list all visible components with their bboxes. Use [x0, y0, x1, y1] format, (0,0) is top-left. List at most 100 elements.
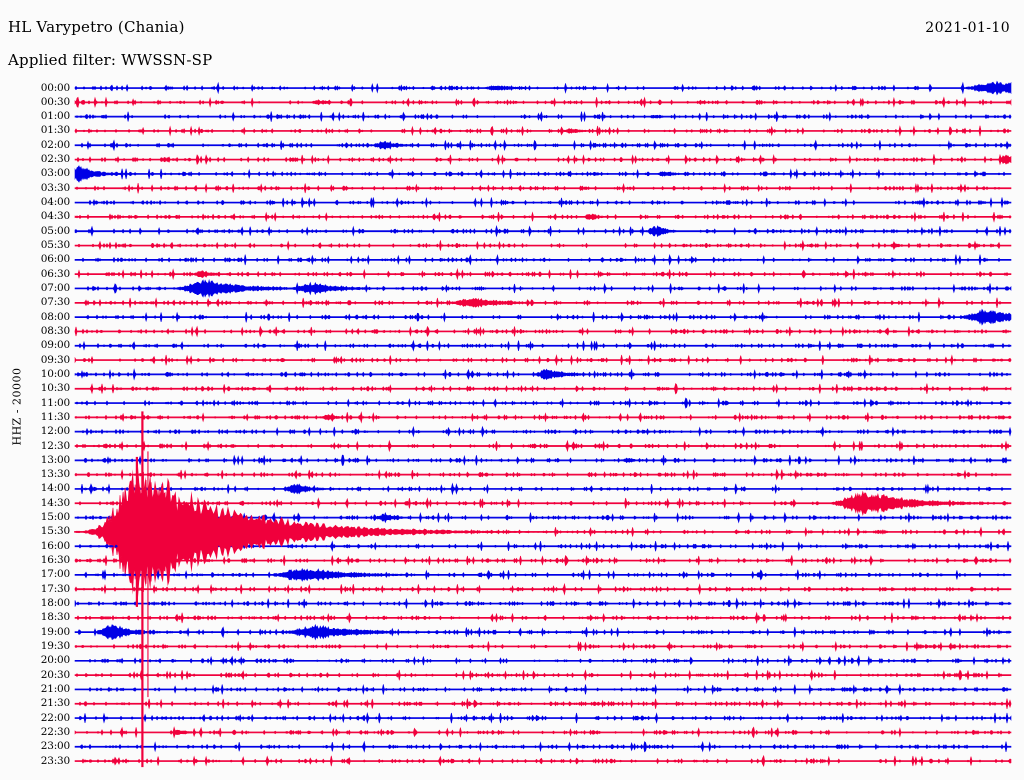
- time-axis-label: 03:30: [40, 181, 70, 194]
- trace-row: [74, 740, 1012, 753]
- time-axis-label: 00:30: [40, 95, 70, 108]
- trace-row: [74, 253, 1012, 266]
- trace-row: [74, 325, 1012, 338]
- time-axis-label: 23:30: [40, 754, 70, 767]
- page-title: HL Varypetro (Chania): [8, 18, 185, 36]
- trace-row: [74, 383, 1012, 395]
- time-axis-label: 13:00: [40, 453, 70, 466]
- trace-row: [74, 754, 1012, 768]
- time-axis-label: 17:00: [40, 568, 70, 581]
- time-axis-label: 09:00: [40, 339, 70, 352]
- trace-row: [74, 268, 1012, 281]
- time-axis-label: 22:30: [40, 725, 70, 738]
- trace-row: [74, 611, 1012, 625]
- trace-row: [74, 654, 1012, 667]
- trace-row: [74, 239, 1012, 252]
- time-axis-label: 21:30: [40, 697, 70, 710]
- trace-row: [74, 339, 1012, 352]
- trace-row: [74, 540, 1012, 553]
- trace-row: [74, 623, 1012, 641]
- time-axis-label: 13:30: [40, 468, 70, 481]
- trace-row: [74, 139, 1012, 152]
- time-axis-label: 22:00: [40, 711, 70, 724]
- time-axis-label: 08:30: [40, 324, 70, 337]
- time-axis-label: 05:00: [40, 224, 70, 237]
- record-date: 2021-01-10: [925, 20, 1010, 36]
- trace-row: [74, 182, 1012, 194]
- trace-row: [74, 397, 1012, 409]
- trace-row: [74, 597, 1012, 610]
- clip-column-streak: [141, 411, 144, 768]
- time-axis-label: 14:00: [40, 482, 70, 495]
- time-axis-label: 03:00: [40, 167, 70, 180]
- trace-row: [74, 490, 1012, 516]
- trace-row: [74, 567, 1012, 582]
- time-axis-label: 17:30: [40, 582, 70, 595]
- time-axis-label: 10:00: [40, 367, 70, 380]
- time-axis-label: 19:00: [40, 625, 70, 638]
- trace-row: [74, 153, 1012, 166]
- time-axis-label: 04:30: [40, 210, 70, 223]
- trace-row: [74, 196, 1012, 209]
- trace-row: [74, 354, 1012, 367]
- time-axis-label: 18:30: [40, 611, 70, 624]
- trace-row: [74, 165, 1012, 183]
- trace-row: [74, 224, 1012, 238]
- time-axis-label: 01:00: [40, 110, 70, 123]
- time-axis-label: 02:30: [40, 153, 70, 166]
- time-axis-label: 07:00: [40, 281, 70, 294]
- time-axis-label: 09:30: [40, 353, 70, 366]
- time-axis-label: 16:30: [40, 554, 70, 567]
- time-axis: 00:00 00:30 01:00 01:30 02:00 02:30 03:00 03:30…: [0, 80, 74, 770]
- time-axis-label: 19:30: [40, 639, 70, 652]
- time-axis-label: 11:30: [40, 410, 70, 423]
- trace-row: [74, 125, 1012, 137]
- applied-filter-label: Applied filter: WWSSN-SP: [8, 51, 213, 69]
- mainshock-saturation-spike: [135, 456, 138, 607]
- time-axis-label: 20:30: [40, 668, 70, 681]
- time-axis-label: 23:00: [40, 740, 70, 753]
- time-axis-label: 15:00: [40, 511, 70, 524]
- trace-row: [74, 308, 1012, 326]
- trace-row: [74, 683, 1012, 696]
- trace-row: [74, 96, 1012, 109]
- time-axis-label: 15:30: [40, 525, 70, 538]
- time-axis-label: 12:30: [40, 439, 70, 452]
- trace-row: [74, 411, 1012, 424]
- trace-row: [74, 439, 1012, 453]
- mainshock-saturation-spike: [154, 507, 156, 556]
- time-axis-label: 18:00: [40, 597, 70, 610]
- time-axis-label: 01:30: [40, 124, 70, 137]
- seismogram-svg: [74, 80, 1012, 768]
- time-axis-label: 14:30: [40, 496, 70, 509]
- time-axis-label: 10:30: [40, 382, 70, 395]
- trace-row: [74, 278, 1012, 298]
- time-axis-label: 00:00: [40, 81, 70, 94]
- trace-row: [74, 454, 1012, 466]
- trace-row: [74, 726, 1012, 739]
- time-axis-label: 20:00: [40, 654, 70, 667]
- trace-row: [74, 554, 1012, 567]
- trace-row: [74, 711, 1012, 725]
- trace-row: [74, 80, 1012, 96]
- trace-row: [74, 368, 1012, 381]
- time-axis-label: 11:00: [40, 396, 70, 409]
- mainshock-saturation-spike: [131, 501, 133, 562]
- clip-column-streak-secondary: [147, 451, 149, 698]
- trace-row: [74, 511, 1012, 524]
- trace-row: [74, 482, 1012, 496]
- time-axis-label: 06:00: [40, 253, 70, 266]
- time-axis-label: 08:00: [40, 310, 70, 323]
- trace-row: [74, 640, 1012, 652]
- time-axis-label: 16:00: [40, 539, 70, 552]
- seismogram-trace-area: [74, 80, 1018, 772]
- trace-row: [74, 669, 1012, 682]
- time-axis-label: 12:00: [40, 425, 70, 438]
- trace-row: [74, 582, 1012, 596]
- trace-row: [74, 425, 1012, 438]
- time-axis-label: 02:00: [40, 138, 70, 151]
- time-axis-label: 21:00: [40, 682, 70, 695]
- time-axis-label: 04:00: [40, 196, 70, 209]
- time-axis-label: 07:30: [40, 296, 70, 309]
